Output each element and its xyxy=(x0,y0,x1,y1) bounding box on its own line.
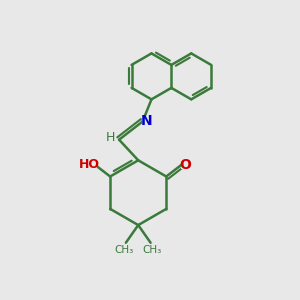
Text: CH₃: CH₃ xyxy=(142,245,162,255)
Text: N: N xyxy=(141,114,153,128)
Text: H: H xyxy=(106,131,116,144)
Text: HO: HO xyxy=(79,158,100,171)
Bar xyxy=(142,117,151,125)
Text: CH₃: CH₃ xyxy=(115,245,134,255)
Bar xyxy=(181,160,190,169)
Bar xyxy=(107,134,115,142)
Bar xyxy=(82,160,97,169)
Text: O: O xyxy=(179,158,191,172)
